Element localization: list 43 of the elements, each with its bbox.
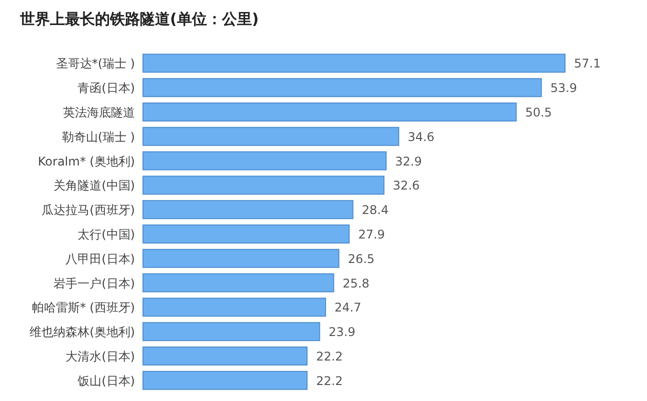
y-tick-label: 太行(中国) xyxy=(78,228,135,242)
bar xyxy=(142,273,334,292)
data-label: 26.5 xyxy=(348,252,375,266)
data-label: 32.9 xyxy=(395,154,422,168)
bar xyxy=(142,370,308,390)
bar xyxy=(142,78,542,98)
y-tick-label: Koralm* (奥地利) xyxy=(38,154,135,168)
y-tick-label: 饭山(日本) xyxy=(76,374,135,388)
bar xyxy=(142,151,387,170)
bar xyxy=(142,200,354,220)
y-tick-label: 帕哈雷斯* (西班牙) xyxy=(32,300,135,315)
data-label: 22.2 xyxy=(316,350,343,364)
bar xyxy=(142,54,566,73)
bar xyxy=(142,322,320,342)
y-tick-label: 八甲田(日本) xyxy=(66,252,135,266)
y-tick-label: 勒奇山(瑞士 ) xyxy=(62,130,135,144)
y-tick-label: 瓜达拉马(西班牙) xyxy=(42,203,135,218)
y-tick-label: 关角隧道(中国) xyxy=(54,178,135,193)
data-label: 53.9 xyxy=(550,81,578,96)
data-label: 57.1 xyxy=(574,56,601,71)
data-label: 22.2 xyxy=(316,374,343,388)
data-label: 25.8 xyxy=(342,276,370,290)
data-label: 50.5 xyxy=(525,106,552,120)
y-tick-label: 维也纳森林(奥地利) xyxy=(30,325,135,340)
bar xyxy=(142,248,340,268)
data-label: 27.9 xyxy=(358,228,385,242)
bar xyxy=(142,176,384,195)
y-tick-label: 岩手一户(日本) xyxy=(54,276,135,290)
y-tick-label: 圣哥达*(瑞士 ) xyxy=(56,56,135,71)
bar xyxy=(142,126,400,146)
y-tick-label: 青函(日本) xyxy=(78,81,135,96)
bar xyxy=(142,224,350,244)
data-label: 32.6 xyxy=(392,178,420,193)
bar xyxy=(142,102,517,122)
y-tick-label: 大清水(日本) xyxy=(66,350,135,364)
data-label: 34.6 xyxy=(408,130,434,144)
data-label: 24.7 xyxy=(334,300,362,315)
y-tick-label: 英法海底隧道 xyxy=(63,106,135,120)
data-label: 23.9 xyxy=(328,325,356,340)
chart-title: 世界上最长的铁路隧道(单位：公里) xyxy=(19,10,259,28)
bar xyxy=(142,298,326,317)
bar xyxy=(142,346,308,366)
data-label: 28.4 xyxy=(362,203,389,218)
